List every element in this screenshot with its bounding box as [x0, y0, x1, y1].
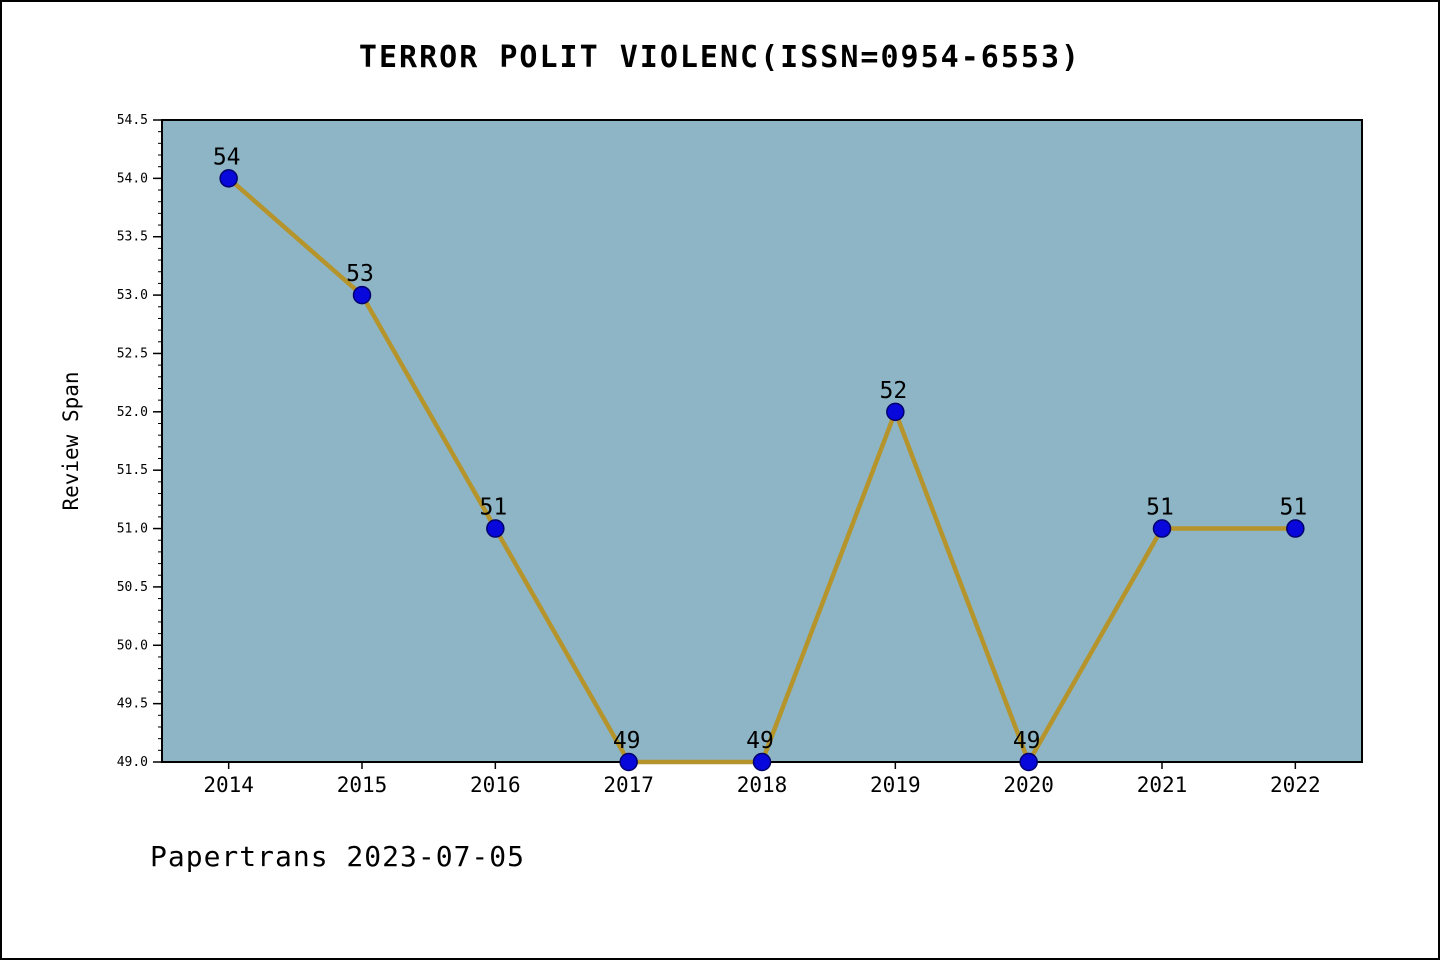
y-tick-label: 49.5 — [117, 697, 148, 712]
data-point — [886, 402, 905, 422]
x-tick-label: 2018 — [737, 773, 788, 797]
y-tick-label: 50.5 — [117, 580, 148, 595]
data-point — [1152, 519, 1172, 538]
y-tick-label: 53.5 — [117, 230, 148, 245]
y-tick-label: 49.0 — [117, 755, 148, 770]
x-tick-label: 2021 — [1137, 773, 1188, 797]
data-point — [1286, 519, 1305, 538]
point-label: 49 — [613, 728, 641, 754]
y-tick-label: 50.0 — [117, 638, 148, 653]
y-axis-label: Review Span — [59, 371, 83, 510]
data-point — [752, 752, 772, 772]
point-label: 52 — [879, 378, 907, 404]
y-tick-label: 53.0 — [117, 288, 148, 303]
y-tick-label: 54.0 — [117, 171, 148, 186]
y-tick-label: 51.0 — [117, 522, 148, 537]
point-label: 49 — [746, 728, 774, 754]
data-point — [219, 169, 238, 188]
chart-title: TERROR POLIT VIOLENC(ISSN=0954-6553) — [358, 40, 1082, 75]
point-label: 54 — [213, 144, 241, 170]
x-tick-label: 2014 — [203, 773, 254, 797]
point-label: 51 — [1279, 495, 1307, 521]
footer-text: Papertrans 2023-07-05 — [150, 840, 526, 873]
x-tick-label: 2022 — [1270, 773, 1321, 797]
point-label: 53 — [346, 261, 374, 287]
y-tick-label: 52.0 — [117, 405, 148, 420]
point-label: 51 — [479, 495, 507, 521]
x-tick-label: 2020 — [1003, 773, 1054, 797]
y-tick-label: 51.5 — [117, 463, 148, 478]
x-tick-label: 2019 — [870, 773, 921, 797]
x-tick-label: 2015 — [337, 773, 388, 797]
data-point — [352, 285, 372, 305]
data-point — [1019, 752, 1038, 772]
y-tick-label: 54.5 — [117, 113, 148, 128]
x-tick-label: 2017 — [603, 773, 654, 797]
data-point — [619, 752, 638, 772]
point-label: 51 — [1146, 495, 1174, 521]
plot-area — [161, 119, 1363, 763]
data-point — [486, 519, 505, 538]
point-label: 49 — [1013, 728, 1041, 754]
x-tick-label: 2016 — [470, 773, 521, 797]
y-tick-label: 52.5 — [117, 346, 148, 361]
